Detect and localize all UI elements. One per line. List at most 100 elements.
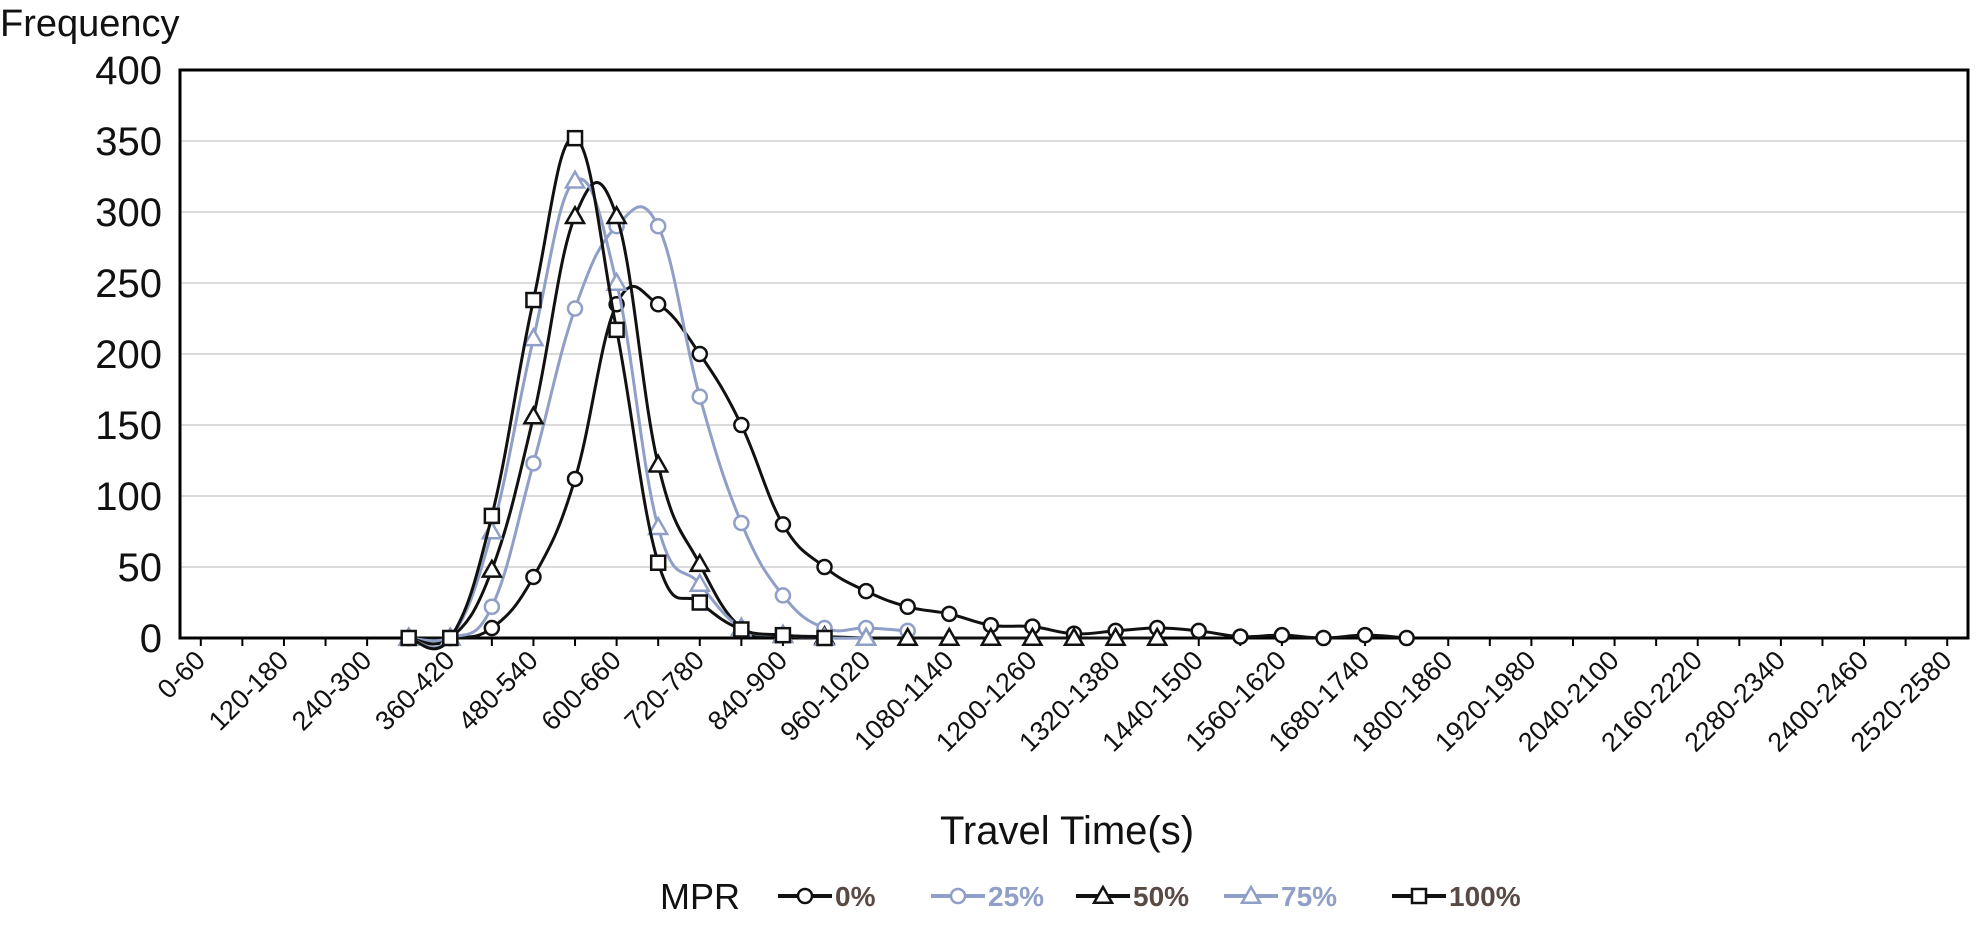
data-point (525, 455, 542, 472)
y-ticks: 0 50 100 150 200 250 300 350 400 (95, 49, 162, 661)
data-point (979, 626, 1002, 646)
legend-marker (1410, 887, 1428, 905)
data-point (563, 204, 587, 225)
legend-label: 100% (1449, 881, 1521, 912)
data-point (733, 514, 750, 532)
data-point (442, 629, 459, 647)
y-tick-label: 200 (95, 333, 162, 377)
legend-marker (796, 887, 814, 905)
x-tick-label: 240-300 (286, 645, 377, 736)
data-point (688, 552, 711, 573)
data-point (400, 629, 417, 647)
data-point (522, 326, 545, 347)
data-point (647, 453, 670, 473)
y-tick-label: 150 (95, 404, 162, 448)
legend-title: MPR (660, 876, 740, 917)
y-tick-label: 350 (95, 120, 162, 164)
data-point (647, 515, 670, 536)
data-point (1315, 629, 1332, 647)
data-point (774, 516, 792, 533)
data-point (816, 558, 833, 576)
data-point (525, 568, 542, 586)
data-point (1062, 626, 1086, 646)
y-tick-label: 100 (95, 475, 162, 519)
data-point (605, 204, 628, 225)
data-point (774, 587, 792, 604)
data-point (691, 594, 709, 611)
legend: MPR 0% 25% 50% 75% 100% (660, 876, 1521, 917)
legend-label: 0% (835, 881, 876, 912)
data-point (688, 572, 711, 593)
gridlines (180, 140, 1968, 568)
data-point (483, 598, 501, 616)
data-point (566, 129, 584, 147)
y-tick-label: 300 (95, 191, 162, 235)
data-point (566, 300, 584, 317)
data-point (1232, 628, 1249, 645)
legend-item-100pct: 100% (1392, 881, 1521, 912)
legend-item-0pct: 0% (778, 881, 876, 912)
legend-marker (949, 887, 967, 905)
data-point (1146, 626, 1169, 646)
data-point (608, 321, 625, 339)
series-line-0pct (408, 284, 1407, 641)
series-0pct (400, 284, 1415, 647)
data-point (899, 598, 916, 616)
data-point (857, 582, 875, 600)
x-tick-label: 480-540 (452, 645, 543, 736)
data-point (941, 605, 958, 623)
y-tick-label: 0 (140, 617, 162, 661)
legend-item-75pct: 75% (1224, 881, 1337, 912)
data-point (649, 296, 667, 313)
data-point (566, 470, 584, 488)
data-point (691, 388, 709, 405)
legend-marker (1239, 884, 1263, 904)
data-point (896, 626, 919, 646)
legend-marker (1091, 884, 1115, 904)
data-point (522, 404, 545, 425)
x-tick-label: 720-780 (619, 645, 710, 736)
x-tick-label: 600-660 (536, 645, 627, 736)
data-point (483, 619, 501, 637)
x-axis-label: Travel Time(s) (940, 809, 1194, 853)
data-point (938, 626, 961, 646)
series-layer (397, 129, 1415, 651)
data-point (649, 554, 667, 571)
x-tick-label: 120-180 (203, 645, 294, 736)
data-point (605, 271, 628, 291)
series-line-50pct (408, 181, 1158, 646)
series-100pct (400, 129, 833, 651)
data-point (774, 626, 792, 644)
data-point (816, 629, 833, 647)
data-point (1398, 629, 1415, 647)
data-point (854, 626, 878, 646)
legend-item-50pct: 50% (1076, 881, 1189, 912)
data-point (483, 507, 501, 525)
data-point (563, 169, 587, 189)
x-ticks: 0-60120-180240-300360-420480-540600-6607… (152, 638, 1957, 758)
data-point (1021, 626, 1044, 646)
series-50pct (397, 181, 1169, 646)
legend-label: 25% (988, 881, 1044, 912)
data-point (1190, 622, 1207, 640)
y-tick-label: 400 (95, 49, 162, 93)
data-point (649, 217, 667, 235)
data-point (691, 345, 709, 363)
data-point (1104, 626, 1127, 646)
data-point (733, 621, 750, 638)
y-axis-label: Frequency (0, 3, 180, 45)
data-point (1356, 626, 1374, 644)
series-line-100pct (408, 136, 825, 651)
legend-item-25pct: 25% (931, 881, 1044, 912)
y-tick-label: 250 (95, 262, 162, 306)
series-75pct (397, 169, 878, 649)
x-tick-label: 360-420 (369, 645, 460, 736)
legend-label: 50% (1133, 881, 1189, 912)
data-point (525, 291, 542, 309)
data-point (1273, 626, 1291, 644)
data-point (733, 416, 750, 434)
y-tick-label: 50 (118, 546, 163, 590)
legend-label: 75% (1281, 881, 1337, 912)
